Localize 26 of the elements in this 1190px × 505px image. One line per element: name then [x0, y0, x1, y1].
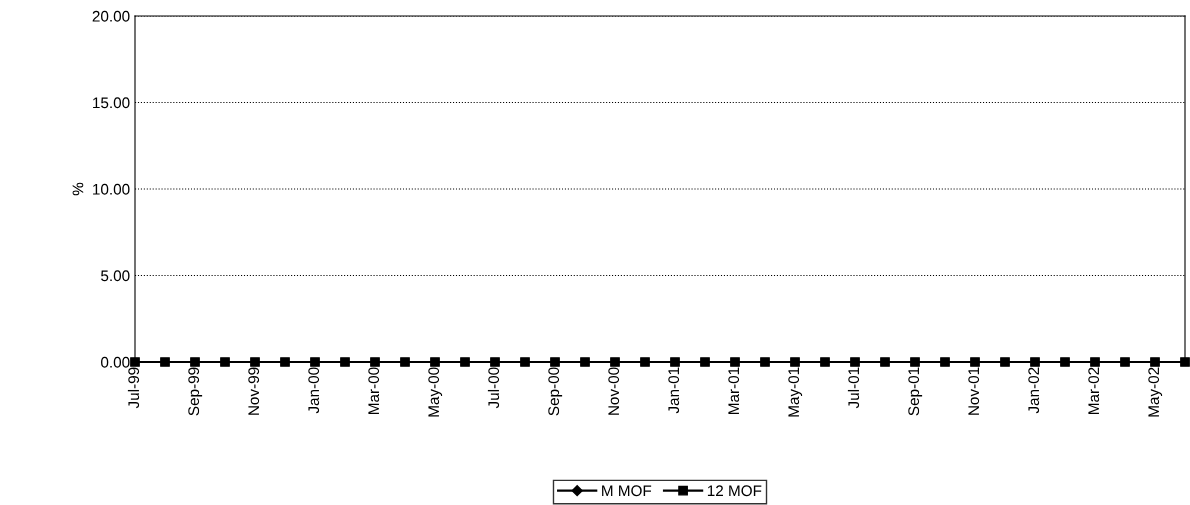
x-tick-label: Jul-99	[127, 367, 140, 409]
x-tick-label: Mar-02	[1088, 367, 1100, 414]
x-tick-label: Jan-02	[1028, 367, 1040, 414]
y-tick-label: 20.00	[92, 10, 130, 22]
y-axis-title: %	[72, 182, 84, 196]
x-tick-label: Mar-00	[368, 367, 380, 414]
y-tick-label: 15.00	[93, 97, 130, 109]
y-tick-label: 10.00	[93, 183, 130, 195]
x-tick-label: Nov-99	[248, 367, 260, 415]
y-tick-label: 0.00	[101, 356, 130, 368]
y-tick-label: 5.00	[101, 270, 130, 282]
x-tick-label: Jan-01	[668, 367, 680, 414]
x-tick-label: May-00	[428, 367, 443, 417]
x-tick-label: Sep-00	[548, 367, 563, 416]
x-tick-label: Jul-00	[487, 367, 500, 409]
x-tick-label: May-01	[788, 367, 803, 417]
x-tick-label: Jul-01	[847, 367, 860, 409]
x-tick-label: May-02	[1148, 367, 1163, 417]
legend-label: M MOF	[602, 485, 652, 497]
x-tick-label: Nov-01	[968, 367, 980, 415]
x-tick-label: Sep-01	[908, 367, 923, 416]
x-tick-label: Nov-00	[608, 367, 620, 415]
x-tick-label: Sep-99	[188, 367, 203, 416]
x-tick-label: Mar-01	[728, 367, 740, 414]
x-tick-label: Jan-00	[308, 367, 320, 414]
legend-label: 12 MOF	[707, 485, 762, 497]
